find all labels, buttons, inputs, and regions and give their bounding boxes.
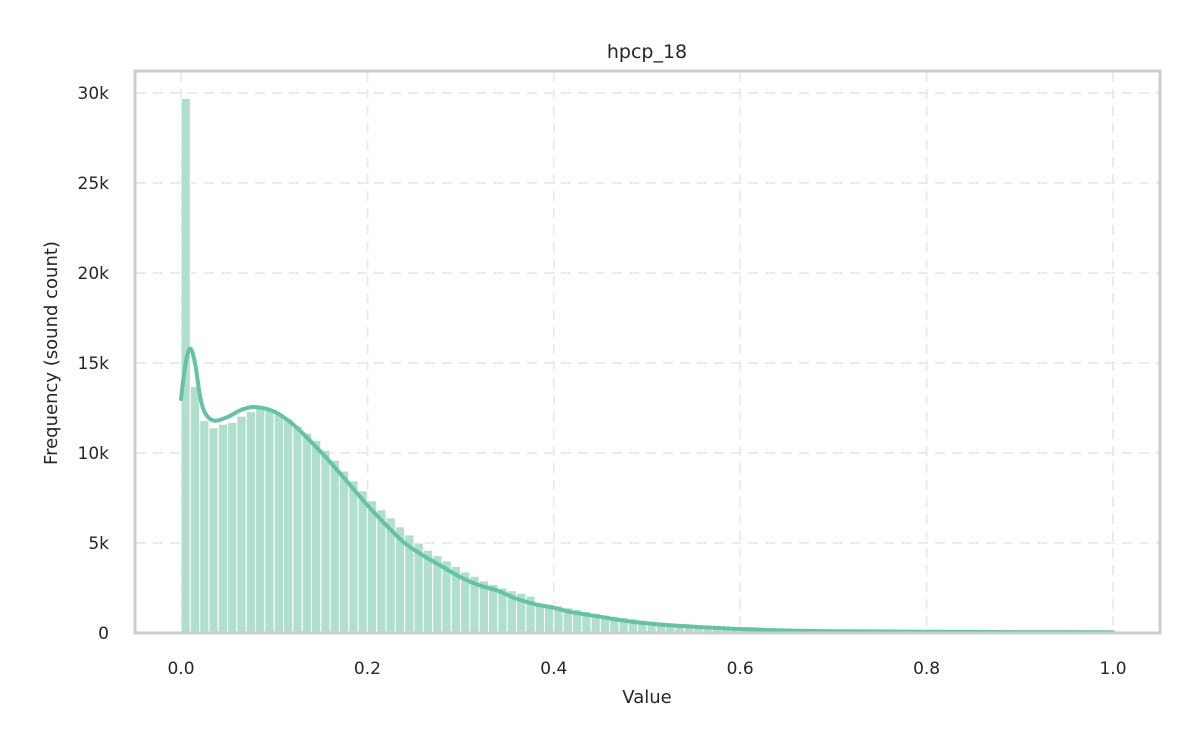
y-axis-ticks: 0 5k 10k 15k 20k 25k 30k xyxy=(78,84,110,644)
histogram-bar xyxy=(255,406,266,634)
histogram-bar xyxy=(366,500,378,634)
histogram-bar xyxy=(422,549,434,634)
y-tick-label: 20k xyxy=(78,264,110,284)
histogram-bar xyxy=(357,490,368,634)
histogram-bar xyxy=(283,418,294,634)
histogram-bar xyxy=(301,432,312,634)
x-tick-label: 1.0 xyxy=(1099,659,1126,679)
histogram-bar xyxy=(320,449,331,634)
histogram-bar xyxy=(199,420,210,634)
y-tick-label: 25k xyxy=(78,174,110,194)
histogram-bar xyxy=(236,415,247,634)
kde-curve xyxy=(179,346,1115,635)
y-axis-label: Frequency (sound count) xyxy=(41,241,62,465)
histogram-bar xyxy=(310,439,322,634)
histogram-bar xyxy=(376,509,387,634)
x-tick-label: 0.6 xyxy=(727,659,754,679)
histogram-bar xyxy=(189,385,201,634)
histogram-bar xyxy=(227,421,238,634)
histogram-bar xyxy=(208,427,219,634)
histogram-bar xyxy=(348,480,359,634)
x-tick-label: 0.2 xyxy=(354,659,381,679)
histogram-bars xyxy=(180,97,1114,634)
histogram-bar xyxy=(292,425,303,634)
x-tick-label: 0.0 xyxy=(167,659,194,679)
y-tick-label: 30k xyxy=(78,84,110,104)
y-tick-label: 10k xyxy=(78,444,110,464)
x-tick-label: 0.4 xyxy=(540,659,567,679)
y-tick-label: 5k xyxy=(88,534,109,554)
histogram-bar xyxy=(264,408,275,634)
histogram-bar xyxy=(245,411,257,634)
chart-title: hpcp_18 xyxy=(607,41,687,63)
y-tick-label: 15k xyxy=(78,354,110,374)
x-tick-label: 0.8 xyxy=(913,659,940,679)
plot-frame xyxy=(133,69,1162,635)
x-axis-label: Value xyxy=(622,687,671,708)
histogram-bar xyxy=(329,459,340,634)
histogram-bar xyxy=(217,423,229,634)
x-axis-ticks: 0.0 0.2 0.4 0.6 0.8 1.0 xyxy=(167,659,1126,679)
y-tick-label: 0 xyxy=(98,624,109,644)
histogram-bar xyxy=(273,412,285,634)
histogram-bar xyxy=(338,470,350,634)
